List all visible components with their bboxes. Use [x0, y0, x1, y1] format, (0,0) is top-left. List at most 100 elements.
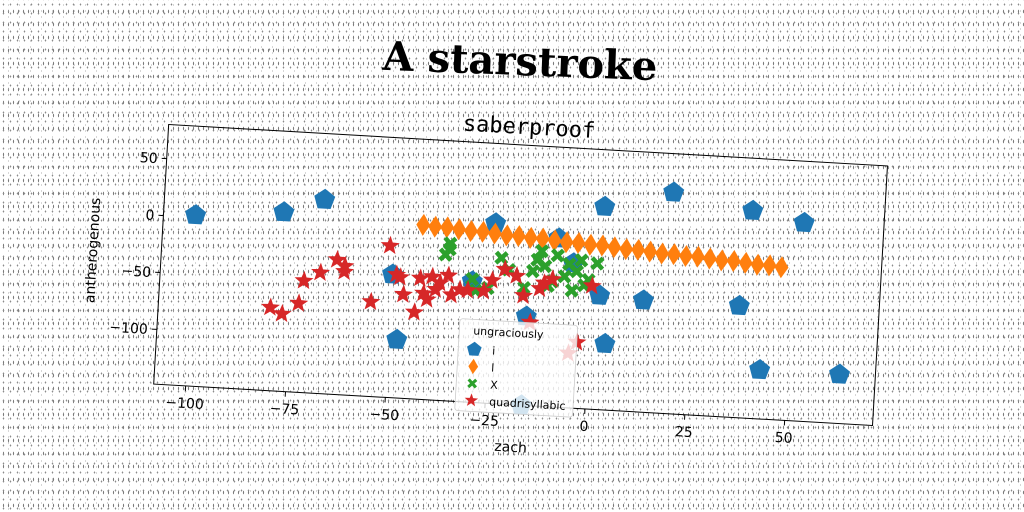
data-point [514, 285, 534, 305]
data-point [380, 235, 400, 255]
series-layer [185, 181, 851, 415]
x-tick-label: 50 [774, 430, 793, 447]
data-point [534, 243, 550, 259]
legend-marker [467, 378, 478, 389]
y-tick-label: 0 [145, 208, 155, 224]
data-point [294, 270, 314, 290]
data-point [474, 281, 494, 300]
data-point [728, 294, 750, 316]
data-point [335, 261, 355, 281]
data-point [439, 265, 459, 284]
data-point [417, 289, 437, 308]
legend-label: i [492, 345, 496, 358]
data-point [311, 262, 331, 282]
x-tick-label: −75 [269, 401, 299, 419]
series-1 [416, 213, 789, 279]
data-point [667, 243, 682, 266]
x-axis-label: zach [494, 439, 527, 457]
data-point [594, 332, 616, 354]
data-point [523, 226, 538, 249]
data-point [361, 291, 381, 311]
legend-label: l [491, 361, 495, 374]
data-point [607, 236, 622, 259]
data-point [702, 247, 717, 270]
x-tick-label: 0 [579, 419, 589, 435]
data-point [511, 225, 526, 248]
series-3 [260, 235, 602, 362]
data-point [327, 249, 347, 269]
chart-title: saberproof [462, 111, 596, 144]
data-point [499, 224, 514, 247]
data-point [750, 253, 765, 276]
data-point [582, 275, 602, 295]
data-point [476, 220, 490, 243]
data-point [410, 268, 430, 287]
data-point [749, 358, 771, 380]
series-0 [185, 181, 851, 415]
x-tick-label: −50 [369, 407, 399, 425]
data-point [416, 213, 431, 236]
data-point [571, 231, 586, 254]
data-point [423, 266, 442, 286]
data-point [559, 231, 574, 254]
data-point [793, 211, 815, 233]
data-point [260, 297, 280, 316]
data-point [289, 293, 309, 312]
data-point [633, 289, 655, 310]
data-point [547, 229, 562, 252]
y-axis-label: antherogenous [82, 197, 104, 303]
legend-label: X [490, 378, 499, 391]
data-point [663, 181, 685, 202]
data-point [829, 363, 851, 384]
data-point [655, 242, 670, 265]
data-point [619, 238, 634, 261]
data-point [631, 238, 646, 261]
data-point [594, 195, 616, 217]
data-point [452, 218, 467, 241]
data-point [458, 280, 478, 299]
data-point [450, 279, 470, 299]
x-tick-label: −25 [469, 412, 499, 430]
data-point [557, 269, 572, 284]
data-point [643, 240, 658, 263]
data-point [690, 245, 705, 268]
data-point [404, 302, 424, 321]
legend-marker [467, 341, 482, 356]
data-point [390, 267, 410, 286]
data-point [569, 264, 585, 279]
data-point [494, 250, 509, 266]
data-point [185, 204, 207, 225]
data-point [464, 220, 479, 243]
data-point [525, 263, 541, 279]
data-point [430, 272, 450, 292]
legend-title: ungraciously [473, 324, 544, 341]
data-point [482, 270, 502, 289]
data-point [442, 284, 461, 304]
data-point [742, 199, 764, 221]
data-point [574, 253, 589, 268]
data-point [543, 269, 563, 288]
legend-label: quadrisyllabic [489, 395, 566, 412]
data-point [774, 256, 789, 279]
data-point [726, 250, 741, 273]
data-point [440, 216, 455, 239]
data-point [738, 251, 753, 274]
data-point [272, 303, 292, 323]
data-point [583, 233, 598, 256]
y-tick-label: 50 [139, 150, 158, 167]
data-point [714, 249, 729, 272]
y-tick-label: −100 [109, 320, 148, 338]
data-point [590, 256, 605, 271]
data-point [386, 328, 408, 350]
legend-marker [464, 393, 479, 407]
data-point [534, 273, 554, 292]
data-point [438, 247, 453, 262]
data-point [428, 215, 443, 238]
data-point [485, 212, 507, 233]
x-tick-label: −100 [165, 395, 204, 413]
data-point [495, 259, 515, 278]
data-point [535, 227, 550, 250]
